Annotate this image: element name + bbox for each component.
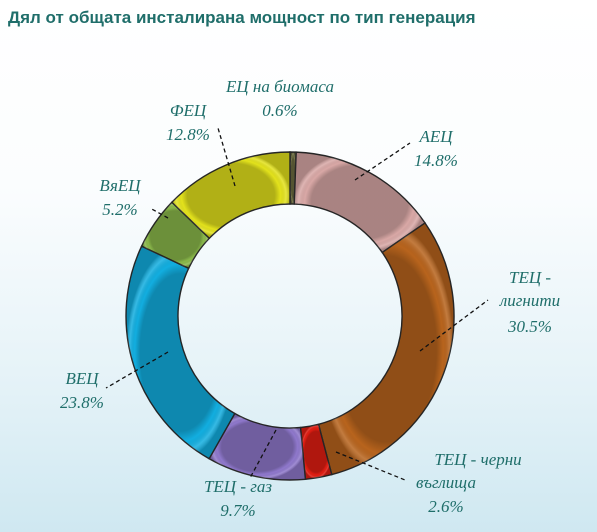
slice-фец-shading — [171, 152, 290, 239]
value-label-ец-на-биомаса: 0.6% — [262, 101, 297, 120]
leader-line-вяец — [149, 207, 169, 219]
label-вец: ВЕЦ — [65, 369, 100, 388]
value-label-тец-лигнити: 30.5% — [507, 317, 552, 336]
label-ец-на-биомаса: ЕЦ на биомаса — [225, 77, 334, 96]
value-label-вяец: 5.2% — [102, 200, 137, 219]
chart-title: Дял от общата инсталирана мощност по тип… — [8, 8, 476, 27]
value-label-тец-газ: 9.7% — [220, 501, 255, 520]
leader-line-аец — [354, 142, 411, 181]
slice-вец-shading — [126, 246, 235, 459]
label-фец: ФЕЦ — [170, 101, 208, 120]
leader-line-фец — [217, 127, 236, 187]
leader-line-вец — [105, 351, 169, 389]
value-label-фец: 12.8% — [166, 125, 210, 144]
label-вяец: ВяЕЦ — [99, 176, 142, 195]
label-тец-черни-въглища: ТЕЦ - черни въглища — [416, 450, 522, 492]
slice-тец-лигнити-shading — [318, 222, 455, 475]
label-тец-газ: ТЕЦ - газ — [204, 477, 272, 496]
slice-тец-черни-въглища-shading — [300, 424, 332, 480]
label-тец-лигнити: ТЕЦ -лигнити — [499, 268, 560, 310]
value-label-аец: 14.8% — [414, 151, 458, 170]
value-label-вец: 23.8% — [60, 393, 104, 412]
label-аец: АЕЦ — [418, 127, 454, 146]
value-label-тец-черни-въглища: 2.6% — [428, 497, 463, 516]
slice-тец-газ-shading — [209, 413, 306, 480]
leader-line-тец-лигнити — [419, 299, 489, 352]
leader-line-тец-газ — [249, 429, 277, 479]
leader-line-тец-черни-въглища — [335, 451, 406, 481]
slice-вяец-shading — [141, 202, 210, 269]
slice-аец-shading — [294, 152, 426, 253]
